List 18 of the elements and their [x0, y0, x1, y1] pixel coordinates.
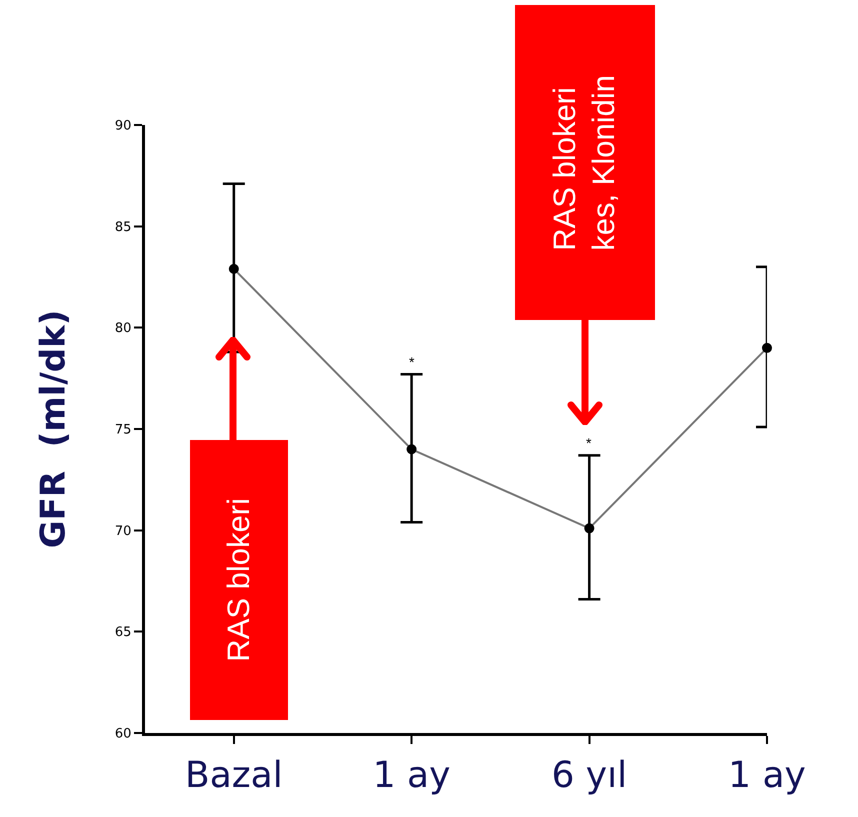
annotation: * [409, 354, 415, 370]
callout-box: RAS blokeri kes, Klonidin [515, 5, 655, 320]
x-tick-label: 1 ay [372, 755, 450, 796]
y-axis-title: GFR (ml/dk) [33, 310, 74, 548]
y-tick-label: 70 [114, 524, 132, 539]
x-tick-label: 6 yıl [551, 755, 628, 796]
x-tick-label: Bazal [185, 755, 283, 796]
annotation: RAS blokeri [220, 498, 257, 662]
y-tick-label: 85 [114, 220, 132, 235]
y-tick-label: 65 [114, 625, 132, 640]
annotation: * [586, 435, 592, 451]
annotation: RAS blokeri kes, Klonidin [546, 74, 622, 250]
y-tick-label: 75 [114, 422, 132, 438]
x-tick-label: 1 ay [728, 755, 806, 796]
y-tick-label: 60 [114, 726, 132, 742]
y-tick-label: 90 [114, 118, 132, 134]
y-tick-label: 80 [114, 321, 132, 336]
callout-box: RAS blokeri [190, 440, 288, 720]
